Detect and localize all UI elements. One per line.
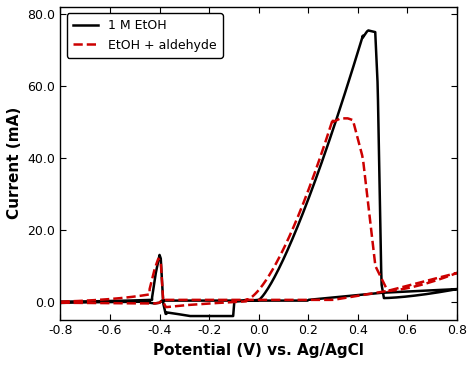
EtOH + aldehyde: [330, 116, 336, 120]
X-axis label: Potential (V) vs. Ag/AgCl: Potential (V) vs. Ag/AgCl: [153, 343, 364, 358]
1 M EtOH: [57, 301, 63, 305]
1 M EtOH: [213, 314, 219, 318]
EtOH + aldehyde: [252, 292, 258, 296]
Y-axis label: Current (mA): Current (mA): [7, 107, 22, 219]
EtOH + aldehyde: [440, 276, 446, 280]
1 M EtOH: [187, 314, 193, 318]
1 M EtOH: [249, 299, 255, 303]
EtOH + aldehyde: [426, 278, 431, 283]
1 M EtOH: [354, 293, 360, 297]
Legend: 1 M EtOH, EtOH + aldehyde: 1 M EtOH, EtOH + aldehyde: [67, 13, 223, 58]
1 M EtOH: [57, 299, 63, 304]
EtOH + aldehyde: [169, 298, 175, 302]
1 M EtOH: [243, 299, 249, 303]
1 M EtOH: [151, 301, 157, 306]
EtOH + aldehyde: [365, 292, 370, 296]
EtOH + aldehyde: [57, 300, 63, 305]
Line: 1 M EtOH: 1 M EtOH: [60, 30, 457, 316]
1 M EtOH: [268, 281, 274, 285]
EtOH + aldehyde: [163, 305, 169, 309]
1 M EtOH: [365, 28, 371, 32]
EtOH + aldehyde: [188, 303, 194, 307]
Line: EtOH + aldehyde: EtOH + aldehyde: [60, 118, 457, 307]
EtOH + aldehyde: [57, 299, 63, 304]
